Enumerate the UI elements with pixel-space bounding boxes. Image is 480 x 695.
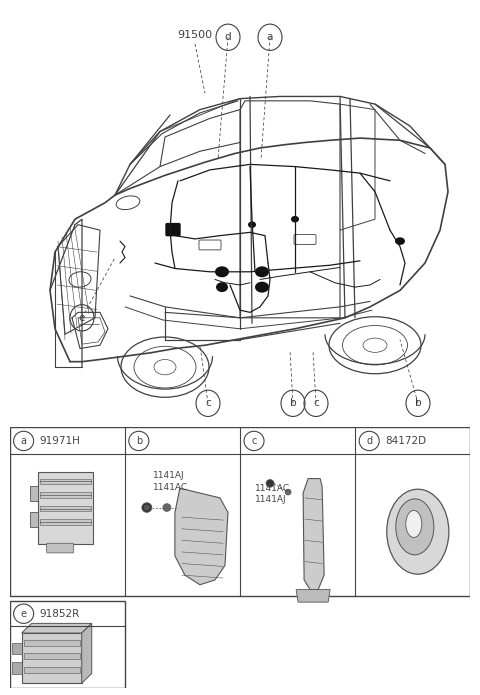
Text: a: a <box>267 32 273 42</box>
Polygon shape <box>22 623 92 633</box>
Ellipse shape <box>406 510 422 537</box>
Ellipse shape <box>215 266 229 277</box>
FancyBboxPatch shape <box>40 492 91 498</box>
Text: b: b <box>415 398 421 409</box>
Polygon shape <box>12 643 22 654</box>
Text: d: d <box>366 436 372 446</box>
Text: 91500: 91500 <box>178 30 213 40</box>
Ellipse shape <box>396 499 434 555</box>
Text: c: c <box>205 398 211 409</box>
Ellipse shape <box>255 281 269 293</box>
Text: 91971H: 91971H <box>40 436 81 446</box>
Circle shape <box>144 505 150 510</box>
Polygon shape <box>303 479 324 589</box>
FancyBboxPatch shape <box>47 543 74 553</box>
Ellipse shape <box>248 222 256 228</box>
Polygon shape <box>175 488 228 584</box>
FancyBboxPatch shape <box>40 506 91 512</box>
Text: 1141AC: 1141AC <box>153 483 188 492</box>
Text: e: e <box>21 609 26 619</box>
Polygon shape <box>30 486 37 501</box>
FancyBboxPatch shape <box>24 640 80 646</box>
Text: 1141AJ: 1141AJ <box>255 496 287 505</box>
Polygon shape <box>296 589 330 602</box>
Ellipse shape <box>387 489 449 574</box>
Text: 91852R: 91852R <box>40 609 80 619</box>
FancyBboxPatch shape <box>24 667 80 673</box>
Text: 84172D: 84172D <box>385 436 426 446</box>
Polygon shape <box>37 472 93 544</box>
Text: 1141AC: 1141AC <box>255 484 290 493</box>
Text: a: a <box>21 436 26 446</box>
Polygon shape <box>30 512 37 527</box>
Circle shape <box>285 489 291 495</box>
Text: b: b <box>290 398 296 409</box>
Circle shape <box>163 504 171 512</box>
Polygon shape <box>82 623 92 683</box>
Ellipse shape <box>291 216 299 222</box>
Text: d: d <box>225 32 231 42</box>
FancyBboxPatch shape <box>40 479 91 484</box>
Ellipse shape <box>255 266 269 277</box>
Text: c: c <box>313 398 319 409</box>
Text: b: b <box>136 436 142 446</box>
Polygon shape <box>12 662 22 673</box>
FancyBboxPatch shape <box>24 653 80 659</box>
FancyBboxPatch shape <box>166 224 180 236</box>
Polygon shape <box>22 633 82 683</box>
Ellipse shape <box>216 282 228 292</box>
Text: 1141AJ: 1141AJ <box>153 471 184 480</box>
Ellipse shape <box>395 237 405 245</box>
Circle shape <box>266 480 274 487</box>
Circle shape <box>142 502 152 512</box>
Text: e: e <box>79 313 85 323</box>
Text: c: c <box>252 436 257 446</box>
FancyBboxPatch shape <box>40 519 91 525</box>
